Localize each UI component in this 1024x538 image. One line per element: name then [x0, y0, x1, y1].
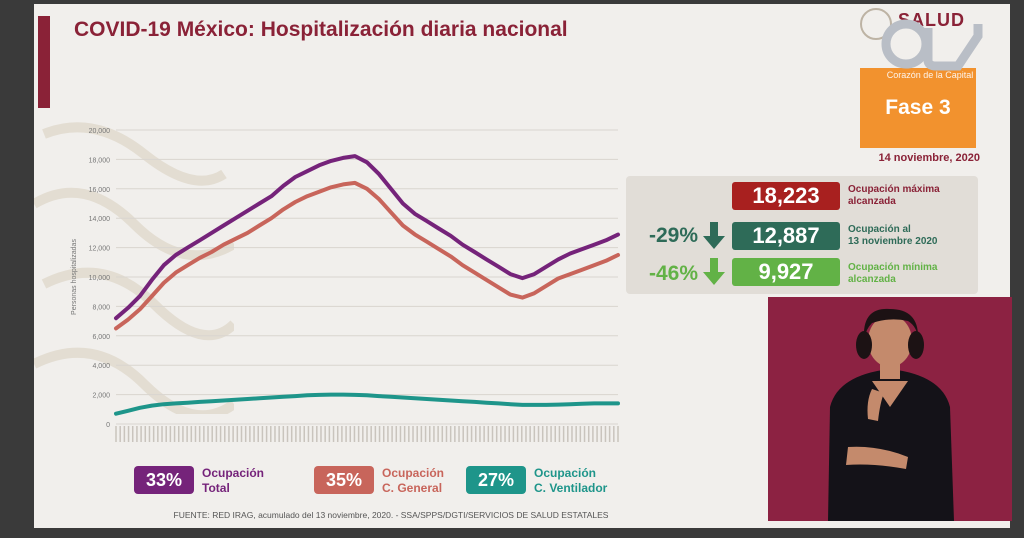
y-tick-label: 2,000	[92, 393, 110, 400]
current-occupancy-label-line2: 13 noviembre 2020	[848, 236, 938, 247]
slide: COVID-19 México: Hospitalización diaria …	[34, 4, 1010, 528]
min-occupancy-value: 9,927	[732, 258, 840, 286]
series-line-3	[114, 392, 620, 416]
y-tick-label: 16,000	[89, 187, 111, 194]
hospitalization-chart: 0 2,000 4,000 6,000 8,000 10,000 12,000 14,000 1…	[71, 128, 620, 442]
coat-of-arms-icon	[860, 8, 892, 40]
report-date: 14 noviembre, 2020	[878, 152, 980, 164]
y-tick-label: 12,000	[89, 246, 111, 253]
down-arrow-icon	[703, 258, 725, 285]
tv-caption: Corazón de la Capital	[886, 70, 974, 80]
min-occupancy-label-line1: Ocupación mínima	[848, 262, 938, 273]
y-tick-label: 18,000	[89, 157, 111, 164]
source-note: FUENTE: RED IRAG, acumulado del 13 novie…	[173, 510, 609, 520]
legend-general-pct: 35%	[314, 466, 374, 494]
y-tick-label: 6,000	[92, 334, 110, 341]
sign-language-interpreter	[768, 297, 1012, 521]
y-tick-label: 14,000	[89, 216, 111, 223]
current-occupancy-label: Ocupación al 13 noviembre 2020	[848, 224, 980, 248]
y-tick-label: 8,000	[92, 304, 110, 311]
min-change-pct: -46%	[648, 262, 698, 285]
phase-label: Fase 3	[885, 96, 951, 119]
legend-general-label: Ocupación C. General	[382, 466, 444, 496]
min-occupancy-label: Ocupación mínima alcanzada	[848, 262, 980, 286]
series-line-1	[114, 154, 620, 321]
tv-channel-logo	[881, 19, 983, 71]
current-occupancy-label-line1: Ocupación al	[848, 224, 911, 235]
y-tick-label: 4,000	[92, 363, 110, 370]
series-line-2	[114, 180, 620, 331]
legend-ventilator-label-line2: C. Ventilador	[534, 481, 608, 495]
legend-total-label-line2: Total	[202, 481, 230, 495]
interpreter-figure-icon	[768, 297, 1012, 521]
current-change-pct: -29%	[648, 224, 698, 247]
phase-badge: Fase 3	[860, 68, 976, 148]
down-arrow-icon	[703, 222, 725, 249]
y-tick-label: 10,000	[89, 275, 111, 282]
y-tick-label: 0	[106, 422, 110, 429]
y-axis-label: Personas hospitalizadas	[71, 239, 78, 315]
legend-total-pct: 33%	[134, 466, 194, 494]
legend-total-label-line1: Ocupación	[202, 466, 265, 480]
current-occupancy-value: 12,887	[732, 222, 840, 250]
legend-general-label-line2: C. General	[382, 481, 443, 495]
legend-ventilator-pct: 27%	[466, 466, 526, 494]
legend-ventilator-label-line1: Ocupación	[534, 466, 597, 480]
page-title: COVID-19 México: Hospitalización diaria …	[74, 18, 568, 41]
legend-total-label: Ocupación Total	[202, 466, 264, 496]
legend-general-label-line1: Ocupación	[382, 466, 445, 480]
max-occupancy-label-line1: Ocupación máxima	[848, 184, 940, 195]
max-occupancy-value: 18,223	[732, 182, 840, 210]
title-accent-bar	[38, 16, 50, 108]
min-occupancy-label-line2: alcanzada	[848, 274, 896, 285]
max-occupancy-label-line2: alcanzada	[848, 196, 896, 207]
y-tick-label: 20,000	[89, 128, 111, 135]
legend-ventilator-label: Ocupación C. Ventilador	[534, 466, 607, 496]
max-occupancy-label: Ocupación máxima alcanzada	[848, 184, 980, 208]
stats-panel: 18,223 Ocupación máxima alcanzada -29% 1…	[626, 176, 978, 294]
